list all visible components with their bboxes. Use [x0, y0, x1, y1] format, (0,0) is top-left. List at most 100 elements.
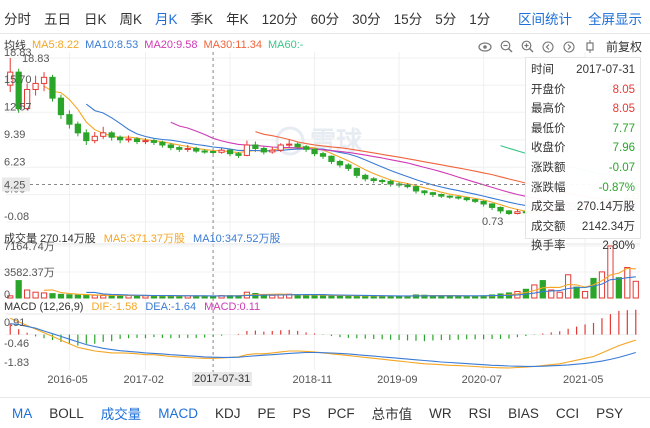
- tooltip-key: 成交额: [531, 220, 566, 233]
- indicator-tab[interactable]: PS: [292, 405, 311, 421]
- indicator-tab[interactable]: 总市值: [371, 407, 413, 422]
- period-tab[interactable]: 5分: [435, 12, 457, 27]
- indicator-tab[interactable]: RSI: [468, 405, 492, 421]
- tooltip-value: 7.96: [612, 142, 635, 155]
- arrow-left-icon[interactable]: [541, 40, 556, 54]
- indicator-tab[interactable]: KDJ: [215, 405, 241, 421]
- period-tab[interactable]: 五日: [44, 12, 71, 27]
- volume-bar: [632, 280, 639, 299]
- candle-body: [319, 153, 327, 157]
- volume-bar: [607, 245, 614, 299]
- indicator-tab[interactable]: BOLL: [49, 405, 84, 421]
- tooltip-row: 最低价 7.77: [531, 120, 635, 140]
- arrow-right-icon[interactable]: [562, 40, 577, 54]
- indicator-tab[interactable]: PCF: [327, 405, 355, 421]
- tooltip-value: 2.80%: [602, 240, 635, 253]
- tooltip-row: 涨跌额 -0.07: [531, 159, 635, 179]
- ma20-legend: MA20:9.58: [144, 39, 198, 51]
- period-tab[interactable]: 60分: [310, 12, 340, 27]
- tooltip-row: 成交量 270.14万股: [531, 198, 635, 218]
- adjust-mode-select[interactable]: 前复权: [605, 40, 642, 54]
- candle-body: [40, 76, 48, 84]
- price-tick-label: 9.39: [4, 129, 25, 141]
- candle-body: [7, 71, 14, 86]
- candle-body: [311, 148, 318, 155]
- tooltip-value: 8.05: [612, 103, 635, 116]
- candle-body: [387, 180, 394, 185]
- period-tab[interactable]: 年K: [226, 12, 249, 27]
- right-links: 区间统计 全屏显示: [502, 8, 642, 28]
- volume-bar: [83, 294, 90, 299]
- ma-legend: 均线 MA5:8.22 MA10:8.53 MA20:9.58 MA30:11.…: [4, 38, 309, 52]
- candle-body: [32, 82, 39, 90]
- volume-bar: [488, 294, 496, 299]
- tooltip-row: 开盘价 8.05: [531, 81, 635, 101]
- indicator-tab[interactable]: 成交量: [100, 407, 142, 422]
- indicator-tab[interactable]: MACD: [158, 405, 199, 421]
- candle-body: [176, 147, 183, 150]
- dif-line: [9, 317, 636, 369]
- volume-tick-label: 7164.74万: [4, 241, 55, 253]
- macd-value-legend: MACD:0.11: [204, 301, 261, 313]
- kline-chart[interactable]: 雪球18.8315.7012.579.396.233.08-0.0818.830…: [0, 0, 650, 400]
- candle-body: [294, 143, 301, 148]
- volume-bar: [328, 295, 335, 299]
- candle-body: [463, 197, 470, 201]
- volume-bar: [565, 274, 572, 299]
- period-tab[interactable]: 周K: [119, 12, 143, 27]
- candle-body: [133, 138, 141, 143]
- volume-bar: [319, 295, 327, 299]
- period-tab[interactable]: 15分: [393, 12, 423, 27]
- eye-icon[interactable]: [478, 40, 493, 54]
- candle-body: [421, 190, 428, 194]
- period-tab[interactable]: 月K: [155, 12, 178, 27]
- volume-bar: [421, 294, 428, 299]
- period-tab[interactable]: 120分: [261, 12, 298, 27]
- tooltip-value: 8.05: [612, 83, 635, 96]
- indicator-tab[interactable]: MA: [12, 405, 33, 421]
- volume-bar: [40, 292, 48, 299]
- volume-bar: [269, 294, 276, 299]
- candle-body: [269, 149, 276, 153]
- volume-bar: [624, 267, 631, 299]
- ma-legend-label: 均线: [4, 40, 26, 52]
- volume-bar: [590, 277, 597, 299]
- indicator-tab[interactable]: BIAS: [508, 405, 539, 421]
- indicator-tab[interactable]: CCI: [555, 405, 580, 421]
- zoom-out-icon[interactable]: [499, 40, 514, 54]
- fullscreen-link[interactable]: 全屏显示: [588, 12, 642, 27]
- indicator-tabs: MA BOLL 成交量 MACD KDJ PE PS PCF 总市值 WR RSI BIAS CCI PS…: [0, 397, 650, 428]
- candle-body: [116, 136, 124, 141]
- candle-body: [100, 132, 107, 137]
- candle-body: [24, 88, 31, 110]
- tooltip-key: 开盘价: [531, 83, 566, 96]
- period-tab[interactable]: 季K: [190, 12, 214, 27]
- volume-ma10-line: [86, 276, 636, 297]
- candle-body: [66, 114, 73, 125]
- ohlc-tooltip: 时间 2017-07-31 开盘价 8.05 最高价 8.05 最低价 7.77 收盘价 7.96…: [525, 57, 641, 252]
- indicator-tab[interactable]: PE: [257, 405, 276, 421]
- cursor-date-label: 2017-07-31: [192, 372, 253, 386]
- range-stats-link[interactable]: 区间统计: [518, 12, 572, 27]
- candle-body: [328, 155, 335, 162]
- date-tick-label: 2016-05: [47, 374, 87, 386]
- indicator-tab[interactable]: PSY: [596, 405, 624, 421]
- volume-bar: [548, 289, 555, 299]
- candle-body: [193, 147, 200, 152]
- period-tab[interactable]: 1分: [469, 12, 491, 27]
- candle-body: [353, 167, 360, 176]
- period-tab[interactable]: 30分: [352, 12, 381, 27]
- period-tab[interactable]: 日K: [84, 12, 107, 27]
- volume-ma10-legend: MA10:347.52万股: [193, 233, 281, 245]
- period-tab[interactable]: 分时: [4, 12, 31, 27]
- candle-body: [302, 146, 310, 150]
- macd-tick-label: 0.91: [4, 317, 25, 329]
- candle-body: [184, 147, 191, 150]
- tooltip-key: 时间: [531, 64, 554, 76]
- price-tick-label: 6.23: [4, 156, 25, 168]
- candle-style-icon[interactable]: [583, 40, 598, 54]
- high-price-label: 18.83: [22, 53, 50, 65]
- zoom-in-icon[interactable]: [520, 40, 535, 54]
- candle-body: [83, 132, 90, 142]
- indicator-tab[interactable]: WR: [429, 405, 452, 421]
